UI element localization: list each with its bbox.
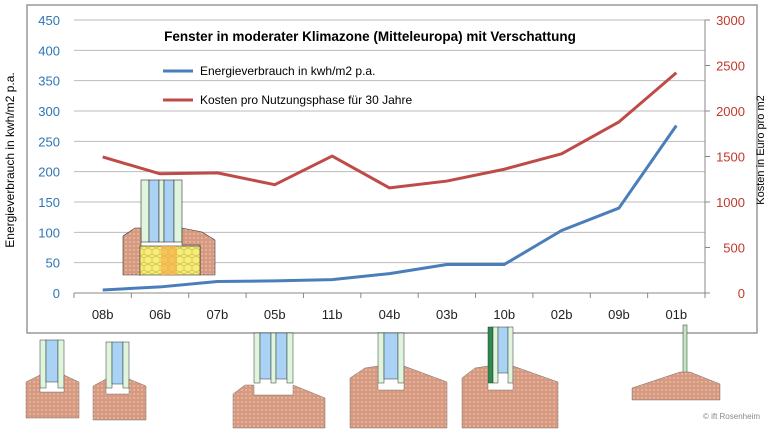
legend-label-costs: Kosten pro Nutzungsphase für 30 Jahre [200,93,412,107]
x-tick-label-04b: 04b [379,307,401,322]
legend-label-energy: Energieverbrauch in kwh/m2 p.a. [200,64,375,78]
window-section-inset-icon [122,179,216,276]
x-tick-label-05b: 05b [264,307,286,322]
y2-axis-label: Kosten in Euro pro m2 [755,95,767,204]
x-tick-label-01b: 01b [665,307,687,322]
window-section-06b-icon [92,341,147,421]
y2-tick-label: 3000 [716,13,745,28]
y2-tick-label: 1500 [716,150,745,165]
window-section-01b-icon [631,324,721,401]
y-axis-label: Energieverbrauch in kwh/m2 p.a. [3,72,17,247]
y2-tick-label: 500 [723,241,745,256]
y2-tick-label: 2500 [716,59,745,74]
window-section-03b-icon [349,332,448,429]
x-tick-label-10b: 10b [493,307,515,322]
x-tick-label-08b: 08b [92,307,114,322]
x-tick-label-02b: 02b [551,307,573,322]
window-section-07b-icon [232,332,326,429]
y-tick-label: 250 [38,134,60,149]
y-tick-label: 50 [46,256,60,271]
y2-tick-label: 1000 [716,195,745,210]
y2-tick-label: 2000 [716,104,745,119]
window-section-08b-icon [25,339,80,419]
window-section-10b-icon [461,326,559,429]
y-tick-label: 300 [38,104,60,119]
copyright-notice: © ift Rosenheim [702,412,760,421]
x-tick-label-07b: 07b [207,307,229,322]
y-tick-label: 350 [38,74,60,89]
x-tick-label-11b: 11b [322,307,343,322]
x-tick-label-06b: 06b [149,307,171,322]
y2-tick-label: 0 [738,286,745,301]
y-tick-label: 100 [38,225,60,240]
y-tick-label: 200 [38,165,60,180]
y-tick-label: 150 [38,195,60,210]
y-tick-label: 400 [38,43,60,58]
chart-title: Fenster in moderater Klimazone (Mitteleu… [164,29,576,44]
x-tick-label-09b: 09b [608,307,630,322]
y-tick-label: 0 [53,286,60,301]
y-tick-label: 450 [38,13,60,28]
x-tick-label-03b: 03b [436,307,458,322]
